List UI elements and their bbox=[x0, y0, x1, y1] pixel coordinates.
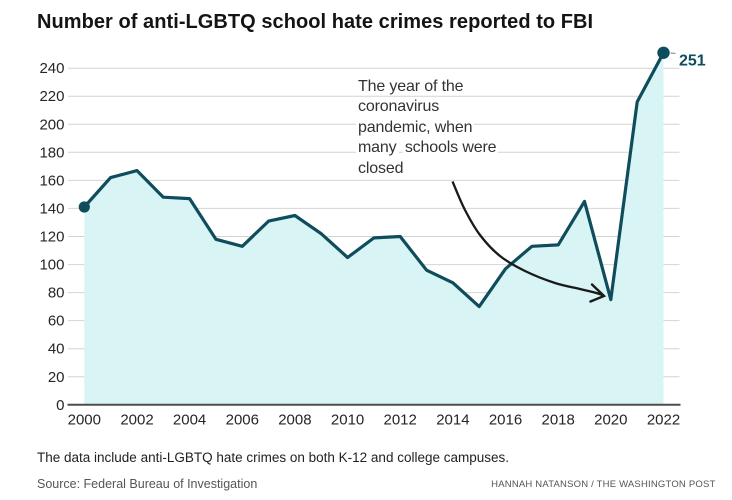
svg-text:2006: 2006 bbox=[226, 412, 259, 429]
svg-text:2018: 2018 bbox=[542, 412, 575, 429]
svg-text:2004: 2004 bbox=[173, 412, 206, 429]
svg-text:200: 200 bbox=[39, 116, 64, 133]
svg-text:0: 0 bbox=[56, 397, 64, 414]
svg-text:80: 80 bbox=[48, 285, 65, 302]
svg-text:2008: 2008 bbox=[278, 412, 311, 429]
svg-text:2022: 2022 bbox=[647, 412, 680, 429]
svg-text:20: 20 bbox=[48, 369, 65, 386]
svg-text:140: 140 bbox=[39, 200, 64, 217]
svg-text:120: 120 bbox=[39, 229, 64, 246]
svg-text:2020: 2020 bbox=[594, 412, 627, 429]
svg-text:2000: 2000 bbox=[68, 412, 101, 429]
svg-text:60: 60 bbox=[48, 313, 65, 330]
svg-text:2002: 2002 bbox=[120, 412, 153, 429]
svg-text:2012: 2012 bbox=[384, 412, 417, 429]
svg-text:160: 160 bbox=[39, 172, 64, 189]
svg-text:220: 220 bbox=[39, 88, 64, 105]
svg-text:100: 100 bbox=[39, 257, 64, 274]
svg-text:2010: 2010 bbox=[331, 412, 364, 429]
svg-text:180: 180 bbox=[39, 144, 64, 161]
svg-text:2014: 2014 bbox=[436, 412, 469, 429]
svg-text:251: 251 bbox=[679, 53, 706, 70]
svg-text:240: 240 bbox=[39, 60, 64, 77]
svg-text:2016: 2016 bbox=[489, 412, 522, 429]
svg-text:40: 40 bbox=[48, 341, 65, 358]
